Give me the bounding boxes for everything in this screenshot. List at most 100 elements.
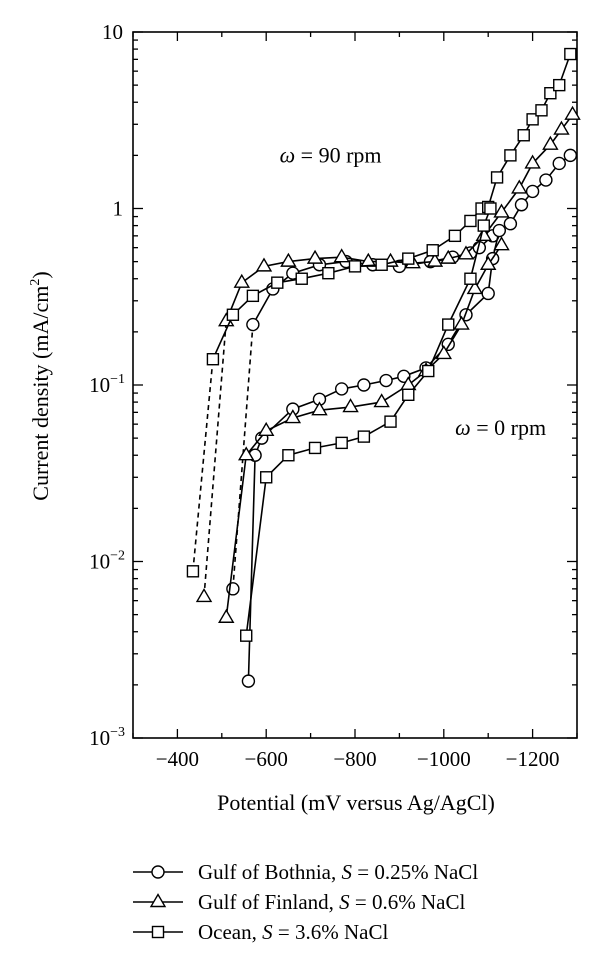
y-axis-label-close: ) (28, 271, 53, 278)
data-point-triangle (311, 401, 328, 416)
data-point-triangle (553, 120, 570, 135)
data-point-triangle (542, 135, 559, 150)
x-axis-label: Potential (mV versus Ag/AgCl) (217, 790, 495, 815)
data-point-circle (241, 674, 256, 688)
data-point-square (504, 149, 517, 162)
data-point-triangle (280, 252, 297, 267)
data-point-square (544, 87, 557, 100)
data-point-triangle (426, 252, 444, 267)
data-point-triangle (233, 273, 250, 288)
data-point-square (308, 441, 322, 455)
data-point-square (477, 219, 490, 232)
data-point-square (357, 430, 371, 443)
data-point-triangle (257, 421, 275, 437)
data-point-triangle (238, 446, 255, 461)
data-point-circle (334, 382, 349, 396)
data-point-circle (246, 317, 260, 332)
data-point-square (448, 229, 462, 243)
annotation-0rpm: ω = 0 rpm (455, 415, 546, 440)
annotation-90rpm-text: = 90 rpm (295, 142, 381, 167)
series-line (225, 244, 503, 618)
x-tick-label: −1000 (417, 747, 471, 771)
y-tick-label: 1 (113, 197, 124, 221)
data-point-square (295, 272, 308, 285)
annotation-0rpm-text: = 0 rpm (471, 415, 546, 440)
data-point-square (335, 436, 348, 450)
legend-entry-ocean: Ocean, S = 3.6% NaCl (133, 920, 388, 944)
data-point-circle (492, 223, 506, 238)
data-point-square (282, 449, 295, 462)
annotation-90rpm-symbol: ω (280, 142, 296, 167)
data-point-triangle (511, 179, 528, 194)
y-tick-label: 10−3 (89, 725, 125, 750)
data-point-square (240, 629, 253, 642)
y-axis-label: Current density (mA/cm2) (28, 271, 53, 500)
y-tick-label: 10−1 (89, 372, 125, 397)
data-point-square (348, 260, 362, 273)
series-line-dashed (192, 359, 214, 572)
data-point-square (402, 252, 415, 265)
data-point-triangle (333, 248, 350, 263)
data-point-circle (552, 156, 566, 171)
data-point-square (206, 353, 220, 366)
x-tick-label: −1200 (506, 747, 560, 771)
data-point-square (426, 244, 439, 257)
data-point-triangle (306, 249, 324, 264)
data-point-square (464, 272, 477, 285)
data-point-square (484, 202, 497, 215)
svg-text:Gulf of Finland, S = 0.6% NaCl: Gulf of Finland, S = 0.6% NaCl (198, 890, 465, 914)
data-point-circle (357, 378, 371, 392)
data-point-square (535, 104, 548, 117)
series-line-dashed (232, 324, 254, 589)
data-point-square (402, 388, 415, 401)
plot-frame (132, 31, 578, 739)
data-point-circle (514, 198, 529, 212)
data-point-triangle (440, 249, 457, 264)
data-point-triangle (218, 608, 235, 623)
data-point-triangle (493, 203, 510, 218)
data-point-triangle (435, 345, 453, 360)
data-point-triangle (373, 393, 390, 408)
data-point-square (260, 471, 273, 484)
data-point-circle (563, 148, 578, 163)
series-ocean-0 (240, 202, 497, 642)
data-point-circle (525, 184, 540, 199)
data-point-triangle (342, 398, 359, 413)
annotation-90rpm: ω = 90 rpm (280, 142, 382, 167)
axis-ticks (132, 31, 578, 739)
data-point-square (564, 47, 577, 61)
data-point-square (490, 171, 504, 184)
data-point-square (553, 78, 566, 92)
svg-text:Gulf of Bothnia, S = 0.25% NaC: Gulf of Bothnia, S = 0.25% NaCl (198, 860, 478, 884)
data-point-square (271, 276, 284, 289)
legend-entry-finland: Gulf of Finland, S = 0.6% NaCl (133, 890, 465, 914)
series-bothnia-0 (241, 223, 506, 688)
data-point-square (322, 266, 335, 280)
x-tick-labels: −400 −600 −800 −1000 −1200 (156, 747, 560, 771)
data-point-circle (379, 373, 393, 388)
data-point-square (384, 415, 397, 428)
y-axis-label-sup: 2 (28, 279, 43, 286)
data-point-circle (481, 286, 495, 301)
data-point-triangle (466, 280, 484, 295)
data-point-triangle (255, 257, 273, 272)
y-tick-label: 10 (102, 20, 123, 44)
data-point-triangle (479, 255, 497, 270)
annotation-0rpm-symbol: ω (455, 415, 471, 440)
data-point-triangle (564, 105, 581, 120)
data-point-square (226, 308, 240, 321)
data-point-square (375, 258, 388, 271)
data-point-circle (503, 217, 518, 231)
data-point-square (464, 214, 477, 228)
legend: Gulf of Bothnia, S = 0.25% NaCl Gulf of … (133, 860, 478, 944)
series-layer (186, 47, 581, 688)
data-point-triangle (457, 245, 475, 260)
data-point-triangle (195, 588, 213, 603)
series-finland-90 (195, 105, 581, 603)
y-axis-label-main: Current density (mA/cm (28, 286, 53, 501)
data-point-triangle (493, 236, 510, 251)
data-point-circle (539, 173, 553, 187)
data-point-square (526, 113, 539, 126)
series-ocean-90 (186, 47, 577, 578)
